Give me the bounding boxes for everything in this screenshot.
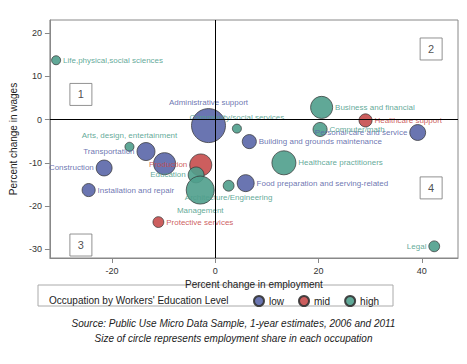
svg-text:mid: mid bbox=[314, 296, 330, 307]
svg-text:3: 3 bbox=[78, 239, 84, 251]
svg-text:Architecture/Engineering: Architecture/Engineering bbox=[185, 193, 273, 202]
svg-text:2: 2 bbox=[428, 43, 434, 55]
svg-text:low: low bbox=[269, 296, 285, 307]
svg-text:10: 10 bbox=[32, 71, 42, 81]
svg-text:Occupation by Workers' Educati: Occupation by Workers' Education Level bbox=[49, 295, 229, 306]
svg-text:high: high bbox=[360, 296, 379, 307]
svg-text:Legal: Legal bbox=[407, 242, 427, 251]
svg-text:Transportation: Transportation bbox=[83, 147, 134, 156]
svg-text:20: 20 bbox=[32, 28, 42, 38]
svg-text:Food preparation and serving-r: Food preparation and serving-related bbox=[257, 179, 389, 188]
svg-text:Business and financial: Business and financial bbox=[335, 103, 415, 112]
svg-text:Life,physical,social sciences: Life,physical,social sciences bbox=[63, 56, 163, 65]
svg-text:Building and grounds maintenan: Building and grounds maintenance bbox=[259, 137, 383, 146]
svg-text:Community/social services: Community/social services bbox=[190, 113, 285, 122]
svg-text:1: 1 bbox=[78, 88, 84, 100]
svg-text:4: 4 bbox=[428, 182, 434, 194]
svg-text:Administrative support: Administrative support bbox=[169, 98, 249, 107]
svg-text:-20: -20 bbox=[105, 266, 118, 276]
svg-text:-30: -30 bbox=[29, 244, 42, 254]
svg-text:Healthcare practitioners: Healthcare practitioners bbox=[298, 158, 382, 167]
svg-text:20: 20 bbox=[314, 266, 324, 276]
svg-text:Management: Management bbox=[177, 206, 224, 215]
svg-text:0: 0 bbox=[213, 266, 218, 276]
svg-text:0: 0 bbox=[37, 115, 42, 125]
svg-text:40: 40 bbox=[417, 266, 427, 276]
svg-text:Percent change in employment: Percent change in employment bbox=[185, 279, 323, 290]
svg-text:Healthcare support: Healthcare support bbox=[374, 116, 442, 125]
svg-text:-20: -20 bbox=[29, 201, 42, 211]
svg-text:Size of circle represents empl: Size of circle represents employment sha… bbox=[95, 333, 373, 344]
svg-text:Education: Education bbox=[150, 170, 186, 179]
svg-text:Protective services: Protective services bbox=[166, 218, 233, 227]
svg-text:Construction: Construction bbox=[49, 163, 94, 172]
svg-text:Percent change in wages: Percent change in wages bbox=[8, 83, 19, 195]
svg-text:Computer/math: Computer/math bbox=[330, 125, 385, 134]
svg-text:-10: -10 bbox=[29, 158, 42, 168]
svg-text:Production: Production bbox=[149, 160, 187, 169]
svg-text:Arts, design, entertainment: Arts, design, entertainment bbox=[82, 131, 178, 140]
svg-text:Installation and repair: Installation and repair bbox=[98, 186, 175, 195]
svg-text:Source: Public Use Micro Data: Source: Public Use Micro Data Sample, 1-… bbox=[72, 318, 396, 329]
